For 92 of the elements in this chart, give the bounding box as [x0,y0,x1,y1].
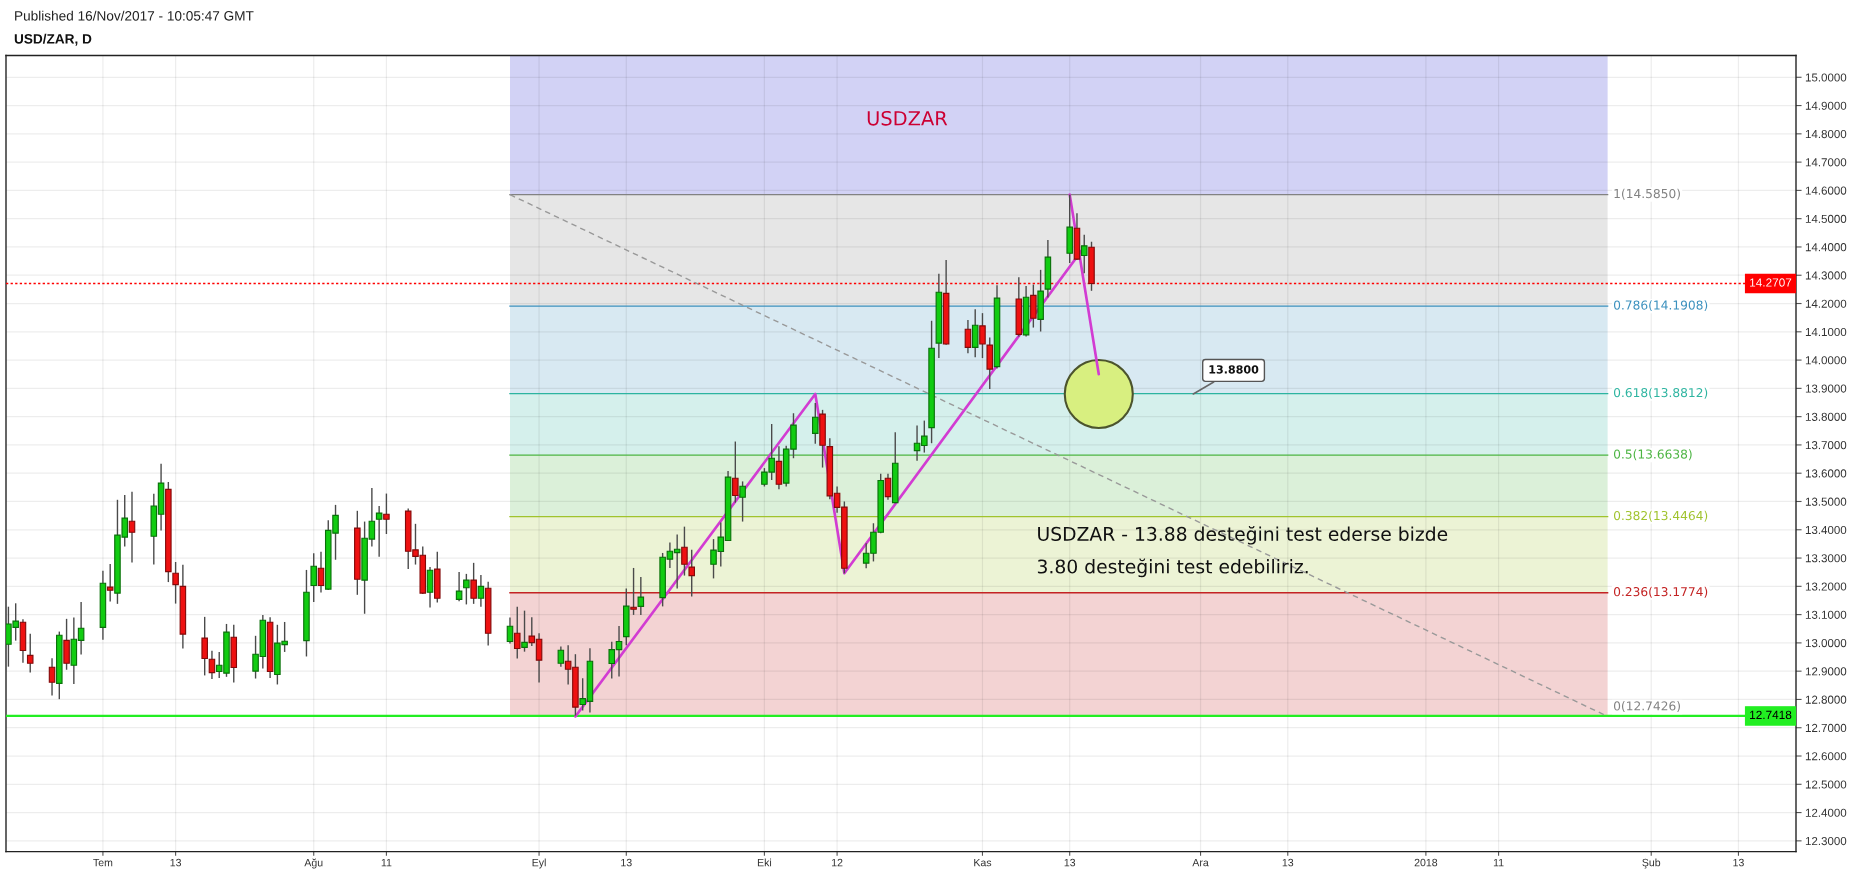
y-tick-label: 15.0000 [1805,73,1847,82]
candlestick [106,563,114,603]
candlestick [732,440,739,504]
candlestick [208,650,216,680]
band-label: 0.236(13.1774) [1613,586,1708,598]
candlestick [884,473,892,501]
y-tick-label: 12.8000 [1805,695,1847,704]
x-tick-label: 11 [1493,858,1504,867]
y-tick-label: 14.3000 [1805,271,1847,280]
candlestick [201,616,208,677]
y-tick-label: 13.9000 [1805,384,1847,393]
candlestick [470,562,477,605]
band-label: 1(14.5850) [1614,188,1680,200]
y-tick-label: 14.6000 [1805,186,1847,195]
y-tick-label: 13.0000 [1805,639,1847,648]
y-tick-label: 13.4000 [1805,525,1847,535]
band-label: 0.382(13.4464) [1613,510,1708,522]
x-tick-label: 13 [1282,858,1294,867]
x-tick-label: Eki [757,858,772,867]
x-tick-label: 2018 [1414,858,1438,867]
y-tick-label: 13.6000 [1805,469,1847,478]
candlestick [172,561,179,605]
y-tick-label: 13.1000 [1805,610,1847,619]
annotation: USDZAR - 13.88 desteğini test ederse bizde 3.80 desteğini test edebiliriz. [1037,526,1448,578]
candlestick [1030,283,1037,329]
y-tick-label: 14.9000 [1805,101,1847,110]
candlestick [455,571,463,603]
candlestick [775,445,783,491]
candlestick [1080,234,1088,274]
y-tick-label: 12.3000 [1805,836,1847,846]
x-tick-label: Eyl [532,858,546,869]
x-tick-label: Ağu [304,858,323,869]
candlestick [521,609,528,653]
y-tick-label: 12.5000 [1805,780,1847,789]
candlestick [463,573,470,606]
annotation: USDZAR [867,110,948,126]
candlestick [557,645,565,668]
text: Published 16/Nov/2017 - 10:05:47 GMT [15,10,254,21]
y-tick-label: 14.4000 [1805,243,1847,252]
y-tick-label: 12.7000 [1805,723,1847,733]
band-label: 0.5(13.6638) [1613,449,1692,461]
y-tick-label: 14.1000 [1805,327,1847,337]
candlestick [812,402,819,445]
y-tick-label: 13.2000 [1805,582,1847,591]
y-tick-label: 14.7000 [1805,158,1847,167]
band-label: 0.618(13.8812) [1613,387,1708,399]
y-tick-label: 12.6000 [1805,752,1847,761]
x-tick-label: Kas [974,858,992,867]
candlestick [317,551,325,594]
y-tick-label: 12.4000 [1805,808,1847,817]
y-tick-label: 14.5000 [1805,214,1847,223]
y-tick-label: 13.5000 [1805,497,1847,506]
y-tick-label: 12.9000 [1805,667,1847,676]
candlestick [971,308,979,358]
candlestick [739,480,746,523]
candlestick [506,616,514,645]
x-tick-label: Şub [1642,858,1661,869]
candlestick [513,605,521,660]
candlestick [477,574,485,608]
y-tick-label: 14.8000 [1805,129,1847,139]
ref-line-label: 12.7418 [1750,710,1792,720]
candlestick [426,566,434,609]
annotation: 13.8800 [1209,365,1259,374]
y-tick-label: 13.7000 [1805,441,1847,450]
y-tick-label: 14.2000 [1805,299,1847,308]
x-tick-label: 12 [832,858,843,867]
candlestick [964,319,972,354]
x-tick-label: 11 [381,858,392,867]
x-tick-label: Ara [1192,858,1209,867]
y-tick-label: 13.8000 [1805,412,1847,421]
candlestick [63,618,70,671]
candlestick [383,492,390,535]
candlestick [26,633,34,674]
candlestick [48,657,56,697]
annotation: 0(12.7426) [1613,701,1680,712]
candlestick [310,552,318,603]
chart-title: USD/ZAR, D [14,33,92,46]
band-label: 0.786(14.1908) [1613,300,1708,312]
candlestick [688,549,695,598]
y-tick-label: 14.0000 [1805,356,1847,365]
candlestick [128,491,136,564]
candlestick [375,505,383,558]
candlestick [637,576,645,616]
candlestick [630,567,637,616]
x-tick-label: 13 [621,858,632,867]
x-tick-label: 13 [1064,858,1076,867]
x-tick-label: Tem [93,858,113,867]
ref-line-label: 14.2707 [1750,278,1792,287]
x-tick-label: 13 [170,858,182,867]
x-tick-label: 13 [1733,858,1744,867]
y-tick-label: 13.3000 [1805,554,1847,563]
candlestick [681,525,688,577]
